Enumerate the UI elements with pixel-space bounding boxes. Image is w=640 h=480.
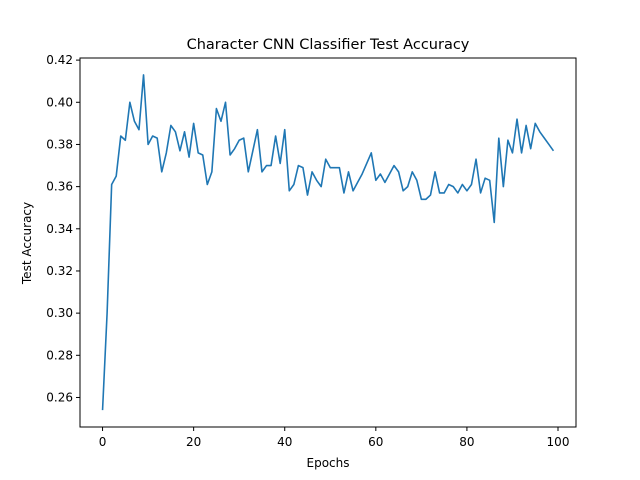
x-tick-label: 80	[459, 435, 474, 449]
y-tick-label: 0.40	[46, 95, 73, 109]
axes-ticks: 0 20 40 60 80 100 0.26 0.28 0.30 0.32 0.34 0.36 0.38…	[46, 53, 569, 449]
y-tick-label: 0.36	[46, 180, 73, 194]
y-tick-label: 0.32	[46, 264, 73, 278]
y-tick-label: 0.28	[46, 348, 73, 362]
chart-title: Character CNN Classifier Test Accuracy	[187, 37, 470, 53]
series-line-0	[101, 74, 555, 411]
x-tick-label: 0	[99, 435, 107, 449]
x-tick-label: 100	[547, 435, 570, 449]
x-tick-label: 40	[277, 435, 292, 449]
axes-frame	[79, 57, 577, 428]
y-axis-label: Test Accuracy	[20, 202, 34, 285]
y-tick-label: 0.38	[46, 137, 73, 151]
x-tick-label: 60	[368, 435, 383, 449]
y-tick-label: 0.34	[46, 222, 73, 236]
y-tick-label: 0.30	[46, 306, 73, 320]
plot-area	[101, 74, 555, 411]
x-axis-label: Epochs	[307, 456, 350, 470]
y-tick-label: 0.42	[46, 53, 73, 67]
y-tick-label: 0.26	[46, 390, 73, 404]
x-tick-label: 20	[186, 435, 201, 449]
